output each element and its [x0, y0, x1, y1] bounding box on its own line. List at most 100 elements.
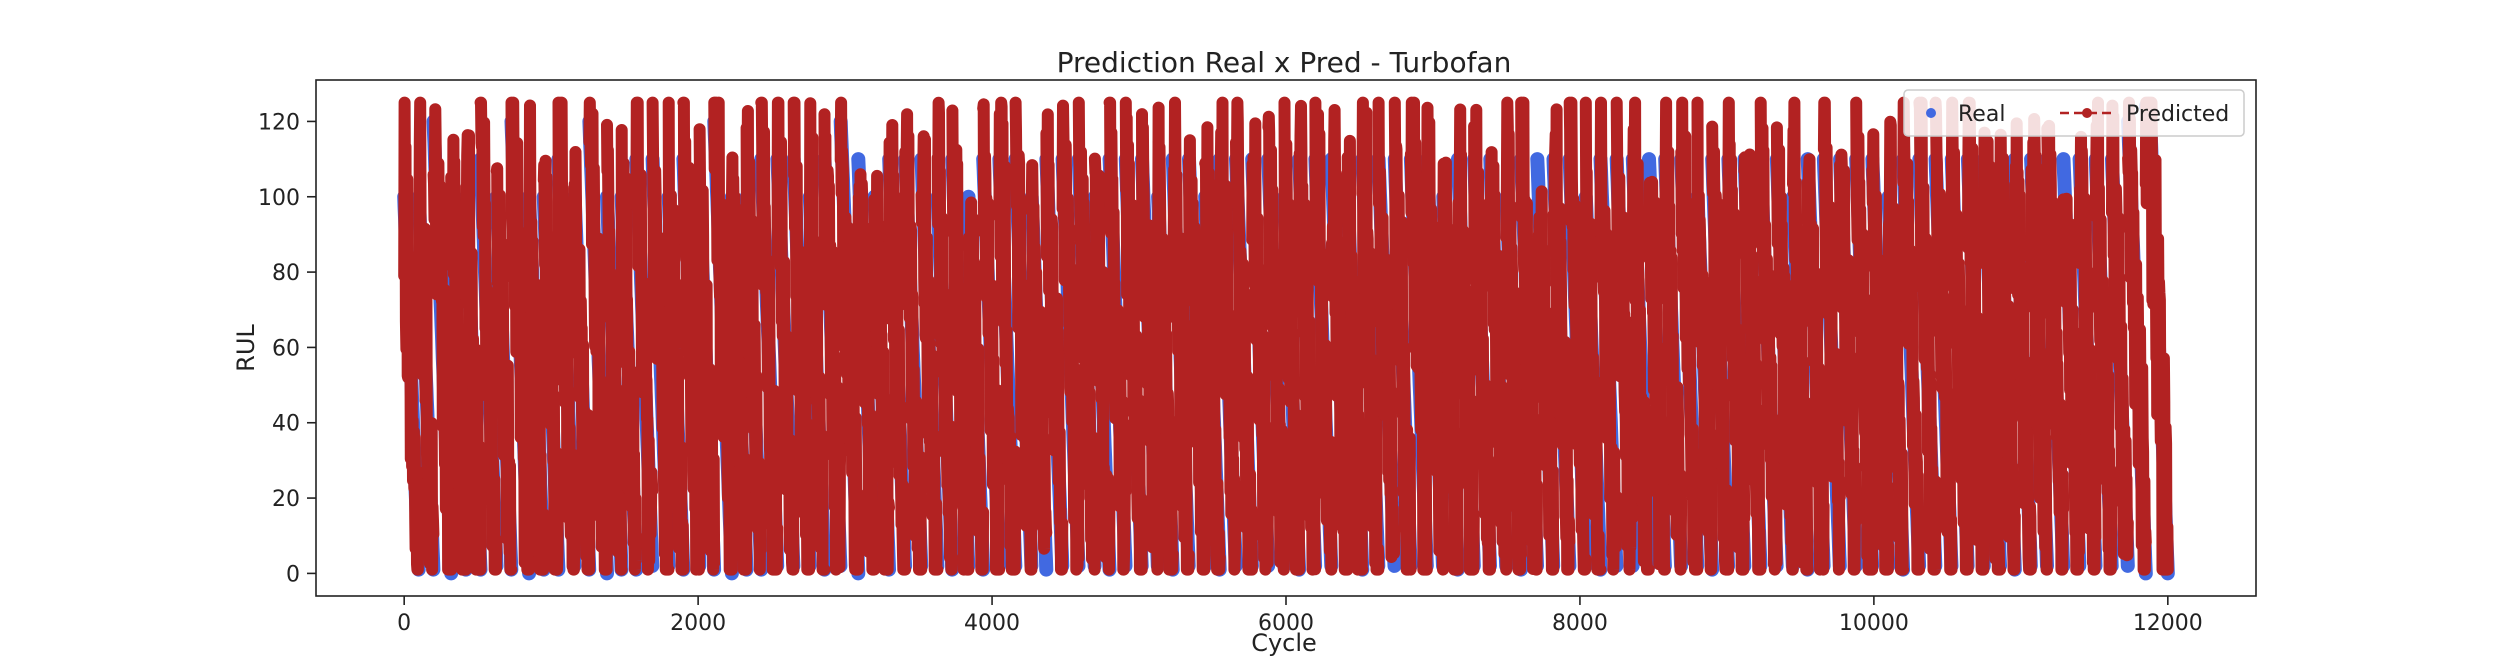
y-axis-label: RUL [232, 324, 260, 372]
y-tick-label: 80 [272, 261, 300, 286]
predicted-engine-trace [1246, 117, 1275, 576]
y-tick-label: 40 [272, 412, 300, 437]
predicted-engine-trace [2009, 117, 2037, 576]
predicted-engine-trace [1009, 96, 1038, 576]
predicted-engine-trace [630, 96, 659, 576]
predicted-engine-trace [1103, 96, 1132, 576]
predicted-engine-trace [1659, 96, 1688, 576]
legend-predicted-label: Predicted [2126, 102, 2229, 127]
predicted-engine-trace [1500, 96, 1527, 576]
predicted-engine-trace [1515, 96, 1543, 576]
predicted-series [398, 96, 2174, 576]
predicted-engine-trace [1882, 115, 1910, 576]
predicted-engine-trace [1437, 156, 1464, 576]
predicted-engine-trace [1706, 120, 1735, 576]
predicted-engine-trace [427, 103, 458, 576]
x-tick-label: 12000 [2133, 611, 2203, 636]
predicted-engine-trace [1166, 96, 1195, 576]
predicted-engine-trace [1309, 96, 1338, 576]
predicted-engine-trace [1834, 148, 1862, 576]
predicted-engine-trace [1579, 96, 1607, 576]
predicted-engine-trace [2089, 96, 2118, 576]
predicted-engine-trace [708, 96, 738, 576]
y-tick-label: 120 [258, 110, 300, 135]
x-tick-label: 0 [397, 611, 411, 636]
predicted-engine-trace [1675, 96, 1704, 576]
predicted-engine-trace [834, 96, 865, 576]
predicted-engine-trace [2073, 130, 2102, 576]
predicted-engine-trace [803, 97, 831, 576]
predicted-engine-trace [1738, 148, 1767, 576]
predicted-engine-trace [1531, 185, 1560, 576]
predicted-engine-trace [725, 151, 753, 576]
predicted-engine-trace [568, 146, 596, 576]
predicted-engine-trace [883, 119, 912, 576]
predicted-engine-trace [1594, 96, 1623, 576]
x-tick-label: 10000 [1839, 611, 1909, 636]
predicted-engine-trace [1626, 96, 1655, 576]
predicted-engine-trace [1770, 121, 1799, 576]
predicted-engine-trace [740, 105, 768, 576]
predicted-engine-trace [1563, 96, 1592, 576]
predicted-engine-trace [1945, 96, 1974, 576]
predicted-engine-trace [445, 133, 472, 576]
predicted-engine-trace [693, 123, 721, 576]
predicted-engine-trace [2106, 99, 2134, 562]
predicted-engine-trace [490, 162, 518, 576]
predicted-engine-trace [1262, 110, 1291, 576]
predicted-engine-trace [1421, 101, 1449, 576]
predicted-engine-trace [398, 96, 425, 576]
predicted-engine-trace [1088, 152, 1116, 576]
predicted-engine-trace [1961, 96, 1990, 576]
predicted-engine-trace [852, 168, 881, 576]
predicted-engine-trace [1817, 96, 1846, 576]
x-tick-label: 4000 [964, 611, 1020, 636]
predicted-engine-trace [537, 154, 565, 576]
predicted-engine-trace [977, 98, 1006, 576]
predicted-engine-trace [1025, 159, 1053, 555]
y-tick-label: 20 [272, 487, 300, 512]
predicted-engine-trace [1213, 96, 1242, 576]
predicted-engine-trace [1722, 96, 1751, 576]
predicted-engine-trace [677, 96, 706, 576]
predicted-engine-trace [1183, 134, 1211, 576]
predicted-engine-trace [1230, 96, 1258, 576]
legend: Real Predicted [1903, 89, 2245, 137]
predicted-engine-trace [615, 124, 643, 576]
predicted-engine-trace [915, 130, 944, 576]
x-tick-label: 8000 [1552, 611, 1608, 636]
predicted-engine-trace [1199, 121, 1226, 576]
y-tick-label: 0 [286, 562, 300, 587]
y-tick-label: 100 [258, 186, 300, 211]
predicted-engine-trace [474, 96, 503, 576]
x-axis-label: Cycle [1251, 629, 1317, 657]
predicted-engine-trace [993, 96, 1022, 576]
predicted-engine-trace [1913, 96, 1942, 576]
axes: 0 2000 4000 6000 8000 10000 12000 0 20 40 60 80 100 1… [258, 79, 2257, 636]
predicted-engine-trace [523, 99, 550, 576]
legend-real-marker [1926, 108, 1936, 118]
chart-title: Prediction Real x Pred - Turbofan [1057, 46, 1512, 79]
predicted-engine-trace [412, 96, 440, 576]
legend-real-label: Real [1958, 102, 2005, 127]
predicted-engine-trace [583, 96, 613, 576]
predicted-engine-trace [601, 118, 628, 576]
legend-predicted-marker [2082, 108, 2092, 118]
predicted-engine-trace [1866, 128, 1895, 576]
predicted-engine-trace [868, 169, 895, 576]
predicted-engine-trace [1278, 96, 1306, 576]
predicted-engine-trace [1372, 96, 1401, 563]
predicted-engine-trace [1897, 96, 1926, 576]
predicted-engine-trace [946, 104, 975, 576]
predicted-engine-trace [1136, 108, 1164, 576]
predicted-engine-trace [2057, 192, 2086, 576]
predicted-engine-trace [1072, 96, 1101, 576]
predicted-engine-trace [1484, 146, 1513, 576]
predicted-engine-trace [1691, 96, 1719, 576]
predicted-engine-trace [1341, 134, 1369, 576]
predicted-engine-trace [646, 96, 675, 576]
predicted-engine-trace [2041, 119, 2070, 576]
predicted-engine-trace [1978, 126, 2006, 576]
